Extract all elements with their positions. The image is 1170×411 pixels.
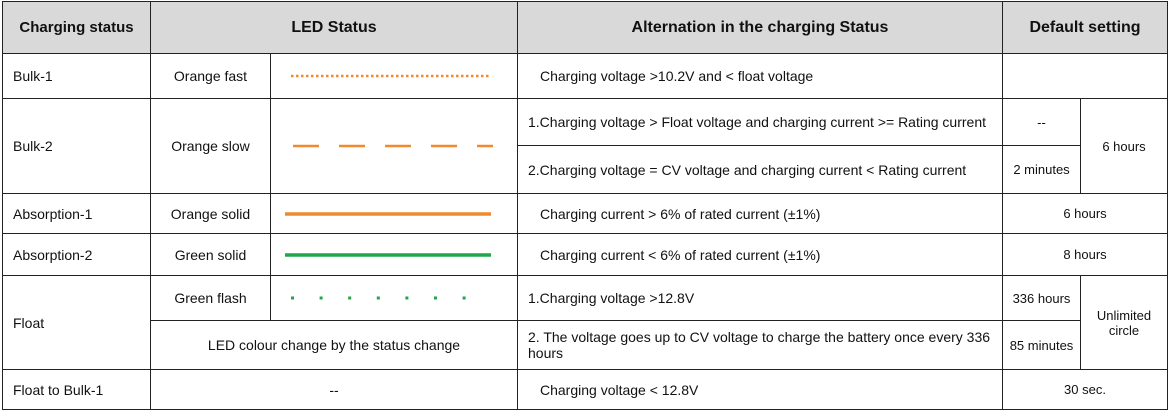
default-cell: 85 minutes [1002, 320, 1081, 370]
status-cell: Absorption-2 [2, 233, 151, 276]
alternation-cell: Charging voltage < 12.8V [517, 369, 1003, 410]
status-cell: Absorption-1 [2, 193, 151, 234]
pattern-cell [270, 98, 518, 194]
header-cell: Default setting [1002, 1, 1168, 54]
header-cell: LED Status [150, 1, 518, 54]
led-pattern [293, 144, 493, 148]
led-cell: -- [150, 369, 518, 410]
led-pattern [291, 74, 491, 78]
led-pattern [285, 252, 491, 257]
header-cell: Charging status [2, 1, 151, 54]
row: LED colour change by the status change 2… [3, 320, 1168, 370]
status-cell: Bulk-2 [2, 98, 151, 194]
default-cell [1002, 53, 1168, 99]
row: Absorption-2 Green solid Charging curren… [2, 233, 1168, 276]
status-cell: Float [2, 275, 151, 370]
led-cell: Orange fast [150, 53, 271, 99]
pattern-cell [270, 53, 518, 99]
pattern-cell [270, 193, 518, 234]
alternation-cell: 2.Charging voltage = CV voltage and char… [517, 145, 1003, 194]
led-cell: LED colour change by the status change [150, 320, 518, 370]
row: Float to Bulk-1 -- Charging voltage < 12… [2, 369, 1168, 410]
row: Absorption-1 Orange solid Charging curre… [2, 193, 1168, 234]
default-cell: Unlimited circle [1080, 275, 1168, 370]
pattern-cell [270, 233, 518, 276]
default-cell: 6 hours [1002, 193, 1168, 234]
default-cell: 30 sec. [1002, 369, 1168, 410]
pattern-cell [270, 275, 518, 321]
alternation-cell: Charging voltage >10.2V and < float volt… [517, 53, 1003, 99]
default-cell: 6 hours [1080, 98, 1168, 194]
default-cell: -- [1002, 98, 1081, 146]
alternation-cell: Charging current > 6% of rated current (… [517, 193, 1003, 234]
status-cell: Bulk-1 [2, 53, 151, 99]
row: Float Green flash 1.Charging voltage >12… [2, 275, 1168, 370]
header-cell: Alternation in the charging Status [517, 1, 1003, 54]
row: Bulk-2 Orange slow 1.Charging voltage > … [2, 98, 1168, 194]
status-cell: Float to Bulk-1 [2, 369, 151, 410]
default-cell: 8 hours [1002, 233, 1168, 276]
alternation-cell: Charging current < 6% of rated current (… [517, 233, 1003, 276]
alternation-cell: 2. The voltage goes up to CV voltage to … [517, 320, 1003, 370]
led-cell: Orange slow [150, 98, 271, 194]
alternation-cell: 1.Charging voltage >12.8V [517, 275, 1003, 321]
led-cell: Orange solid [150, 193, 271, 234]
row: 2.Charging voltage = CV voltage and char… [3, 145, 1168, 194]
led-cell: Green flash [150, 275, 271, 321]
alternation-cell: 1.Charging voltage > Float voltage and c… [517, 98, 1003, 146]
default-cell: 2 minutes [1002, 145, 1081, 194]
led-pattern [285, 211, 491, 216]
default-cell: 336 hours [1002, 275, 1081, 321]
led-cell: Green solid [150, 233, 271, 276]
row: Bulk-1 Orange fast Charging voltage >10.… [2, 53, 1168, 99]
header-row: Charging status LED Status Alternation i… [2, 1, 1168, 54]
led-pattern [291, 296, 491, 300]
